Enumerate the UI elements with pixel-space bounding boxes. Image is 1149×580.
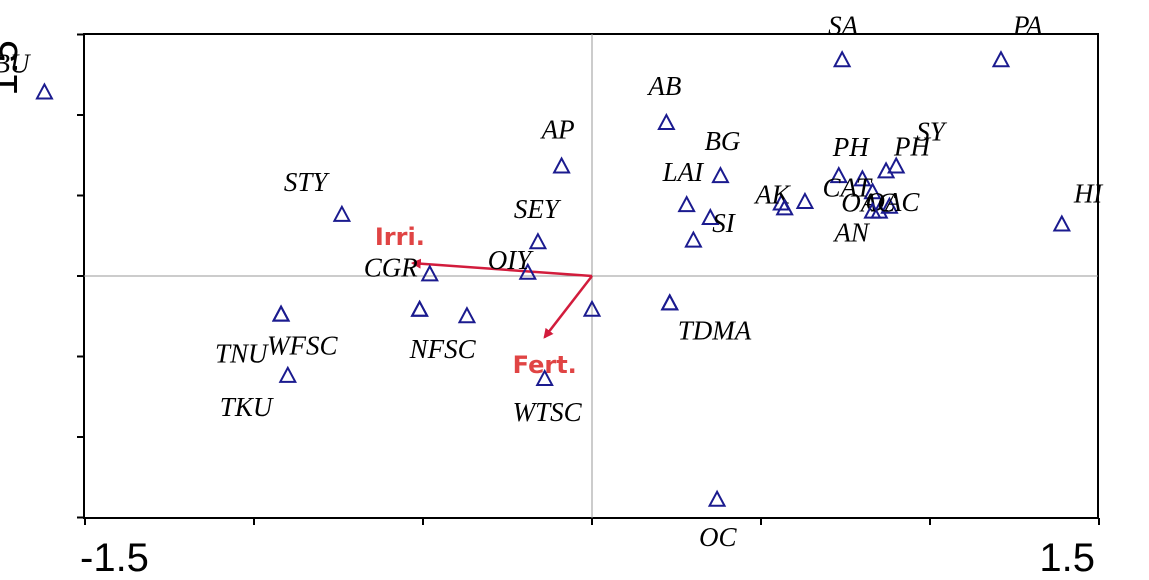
point-marker-24 [420,264,439,282]
point-label-24: CGR [364,252,419,282]
point-marker-0 [832,50,852,68]
point-label-33: WFSC [267,331,338,361]
vector-label-0: Irri. [375,223,425,251]
point-label-1: PA [1012,10,1043,40]
point-label-37: OC [699,522,737,552]
point-label-14: OAC [841,188,896,218]
point-marker-19 [332,204,352,222]
point-marker-16 [775,198,794,216]
point-marker-1 [991,50,1011,68]
point-marker-36 [535,368,554,387]
point-label-19: STY [284,167,331,197]
point-label-7: PH [893,131,931,161]
point-label-4: AP [540,115,575,145]
point-marker-7 [876,161,896,179]
vector-arrow-0 [410,258,593,278]
x-tick-label-left: -1.5 [80,536,149,580]
point-label-30: TDMA [678,315,752,345]
point-marker-3 [657,112,676,131]
point-marker-18 [1052,214,1071,232]
point-marker-20 [528,232,548,250]
point-label-2: TBU [0,48,31,78]
point-label-18: HI [1073,178,1104,208]
point-marker-15 [795,191,815,209]
point-marker-13 [880,196,899,214]
point-marker-27 [457,306,477,324]
point-marker-22 [684,230,703,248]
ticks [77,33,1100,525]
point-marker-8 [829,166,848,184]
point-marker-34 [410,299,429,317]
point-marker-28 [582,299,602,317]
point-label-9: AN [832,217,870,247]
point-label-10: LAI [662,157,706,187]
point-label-0: SA [828,10,859,40]
point-label-36: WTSC [513,397,583,427]
point-marker-10 [677,195,696,213]
point-label-5: BG [704,126,740,156]
point-marker-30 [660,293,679,311]
point-label-20: SEY [514,194,562,224]
point-marker-4 [552,156,571,174]
point-label-11: AK [753,180,791,210]
y-tick-label-top: 1.5 [0,40,26,96]
vector-label-1: Fert. [513,351,577,379]
point-label-12: CAT [823,172,873,202]
tick-labels: -1.5 1.5 1.5 [0,40,1095,580]
point-marker-25 [518,262,537,280]
point-marker-33 [271,304,291,322]
point-label-34: NFSC [409,334,477,364]
point-marker-21 [701,207,720,226]
point-marker-37 [707,489,727,507]
vector-arrow-1 [543,275,593,339]
point-marker-35 [278,365,297,383]
point-marker-6 [887,156,906,174]
point-label-25: OIY [488,245,534,275]
x-tick-label-right: 1.5 [1039,536,1095,580]
point-label-6: SY [916,117,948,147]
point-label-3: AB [646,71,681,101]
points: SAPATBUABAPBGSYPHPHANLAIAKCATOACOACHISTY… [0,10,1104,552]
point-marker-2 [35,82,54,100]
point-label-32: TNU [215,339,269,369]
point-label-35: TKU [220,392,274,422]
point-label-21: SI [712,208,737,238]
point-marker-17 [863,201,882,219]
point-marker-5 [711,166,730,184]
point-label-8: PH [832,132,870,162]
point-marker-9 [853,169,872,187]
vectors: Irri. Fert. [375,223,593,379]
point-marker-12 [863,182,882,200]
